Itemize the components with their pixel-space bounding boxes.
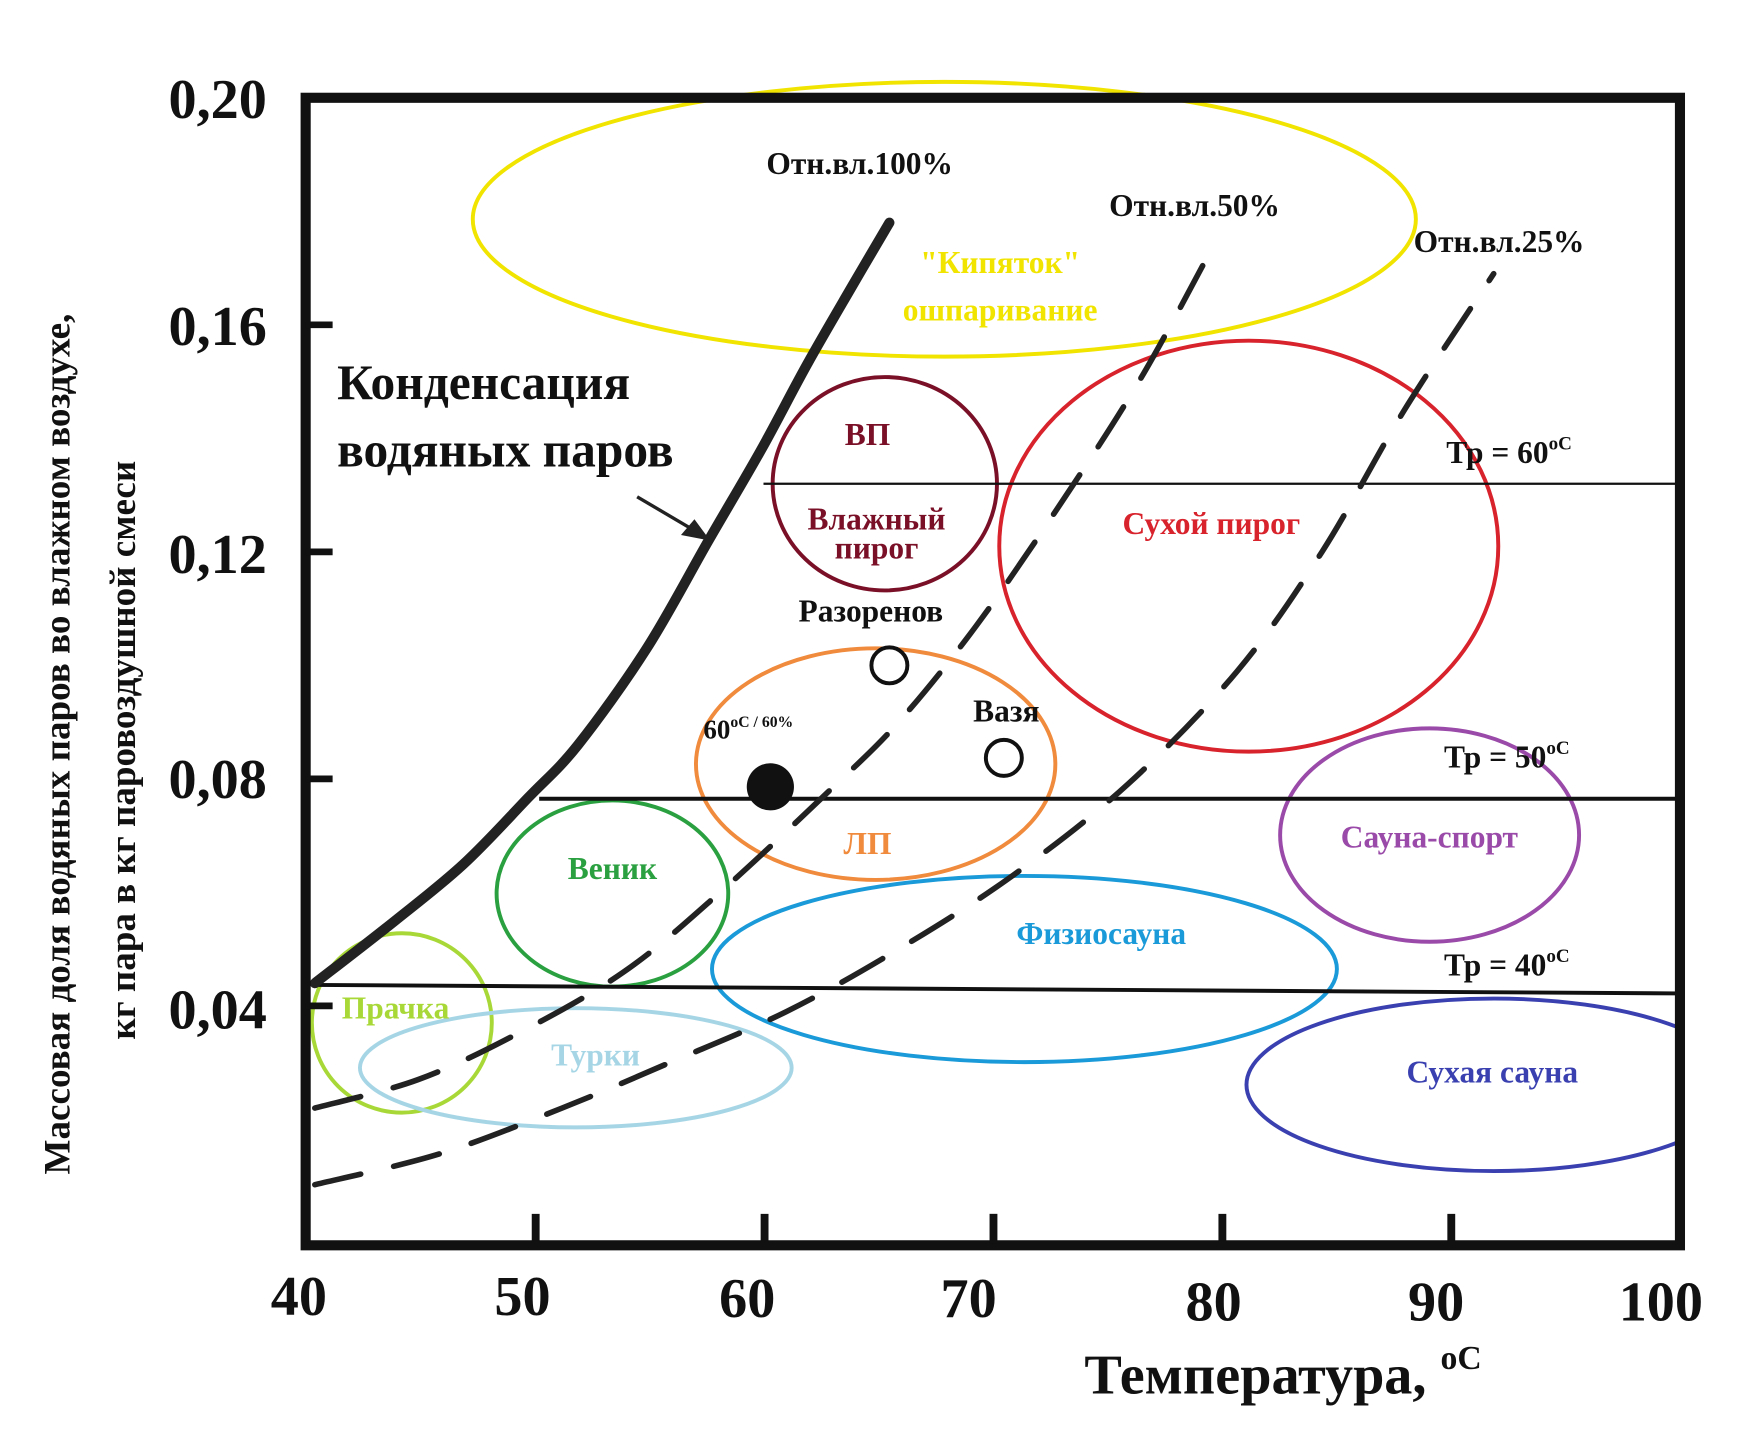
x-tick-label: 40: [271, 1266, 327, 1328]
point-label-vazya: Вазя: [973, 694, 1039, 729]
zone-label-prachka: Прачка: [342, 990, 450, 1025]
zone-label-sauna-sport: Сауна-спорт: [1341, 819, 1519, 854]
condensation-label-line2: водяных паров: [337, 422, 673, 477]
x-tick-label: 100: [1619, 1272, 1703, 1334]
y-tick-label: 0,12: [169, 524, 267, 586]
series-label-rh50: Отн.вл.50%: [1109, 188, 1280, 223]
zone-label-kipyatok: "Кипяток": [920, 245, 1080, 280]
zone-label-venik: Веник: [568, 851, 658, 886]
x-tick-label: 70: [941, 1268, 997, 1330]
condensation-label-line1: Конденсация: [337, 355, 630, 410]
point-label-razorenov: Разоренов: [799, 594, 944, 629]
zone-ellipse: [357, 1006, 794, 1130]
data-point-open: [869, 645, 910, 686]
y-tick-label: 0,08: [169, 749, 267, 811]
zone-ellipse: [1244, 996, 1680, 1174]
points-layer: [746, 645, 1024, 811]
y-tick-label: 0,20: [169, 69, 267, 131]
zones-layer: [309, 79, 1680, 1174]
x-tick-label: 50: [494, 1266, 550, 1328]
zone-ellipse: [997, 338, 1501, 754]
zone-ellipse: [694, 646, 1058, 882]
zone-label-vlazhny: Влажный: [808, 501, 946, 536]
zone-label-pirog: пирог: [835, 531, 919, 566]
dew-point-line: [314, 982, 1680, 996]
series-label-rh25: Отн.вл.25%: [1414, 224, 1585, 259]
point-label-60-60: 60oC / 60%: [703, 714, 793, 744]
zone-label-oshparivanie: ошпаривание: [903, 292, 1098, 327]
zone-ellipse: [309, 931, 494, 1115]
dew-label-40: Тр = 40oC: [1444, 946, 1570, 982]
zone-ellipse: [470, 79, 1418, 359]
zone-ellipse: [1278, 726, 1582, 944]
zone-label-turki: Турки: [551, 1037, 640, 1072]
zone-label-lp: ЛП: [844, 826, 892, 861]
plot-frame: [300, 92, 1686, 1251]
x-tick-label: 80: [1186, 1272, 1242, 1334]
data-point-open: [983, 737, 1024, 778]
zone-label-sukhaya-sauna: Сухая сауна: [1406, 1054, 1578, 1089]
arrow-icon: [636, 495, 711, 541]
zone-ellipse: [494, 798, 731, 989]
series-label-rh100: Отн.вл.100%: [766, 146, 953, 181]
tick-marks: [305, 321, 1456, 1244]
zone-label-fiziosauna: Физиосауна: [1016, 916, 1186, 951]
data-point-filled: [746, 763, 794, 811]
y-axis-label-line1: Массовая доля водяных паров во влажном в…: [38, 314, 79, 1175]
lines-layer: [309, 217, 1680, 1188]
series-line: [309, 217, 895, 989]
series-line: [312, 253, 1211, 1111]
dew-label-50: Тр = 50oC: [1444, 738, 1570, 774]
x-tick-label: 60: [719, 1268, 775, 1330]
y-tick-label: 0,16: [169, 296, 267, 358]
zone-label-sukhoi-pirog: Сухой пирог: [1123, 506, 1301, 541]
x-axis-label: Температура, oC: [1084, 1340, 1481, 1407]
x-tick-label: 90: [1408, 1272, 1464, 1334]
zone-ellipse: [710, 873, 1339, 1065]
y-tick-label: 0,04: [169, 979, 267, 1041]
zone-label-vp: ВП: [845, 417, 890, 452]
series-line: [312, 270, 1497, 1188]
y-axis-label-line2: кг пара в кг паровоздушной смеси: [103, 461, 144, 1040]
dew-label-60: Тр = 60oC: [1446, 434, 1572, 470]
